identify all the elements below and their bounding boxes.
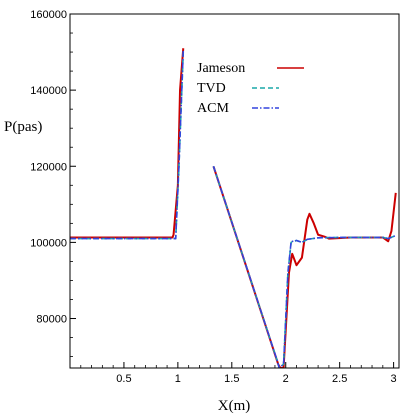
y-tick-label: 80000: [36, 314, 67, 326]
series-line-tvd: [70, 52, 397, 368]
series-line-jameson: [70, 48, 397, 368]
legend-label: ACM: [197, 101, 229, 116]
x-tick-label: 1.5: [224, 373, 239, 385]
x-tick-label: 2: [283, 373, 289, 385]
y-tick-label: 120000: [30, 161, 67, 173]
x-tick-label: 2.5: [332, 373, 347, 385]
legend: Jameson TVD ACM: [197, 61, 304, 116]
y-axis-title: P(pas): [4, 119, 42, 135]
y-tick-label: 140000: [30, 85, 67, 97]
tick-labels: 0.5 1 1.5 2 2.5 3 80000 100000 120000 140000 16000…: [30, 9, 396, 385]
x-tick-label: 3: [391, 373, 397, 385]
series-line-acm: [70, 50, 397, 368]
y-tick-label: 100000: [30, 237, 67, 249]
x-tick-label: 1: [175, 373, 181, 385]
legend-label: Jameson: [197, 61, 245, 76]
x-tick-label: 0.5: [116, 373, 131, 385]
plot-frame: [69, 13, 400, 369]
legend-label: TVD: [197, 81, 226, 96]
x-axis-title: X(m): [218, 398, 251, 414]
y-tick-label: 160000: [30, 9, 67, 21]
series-group: [70, 48, 397, 368]
